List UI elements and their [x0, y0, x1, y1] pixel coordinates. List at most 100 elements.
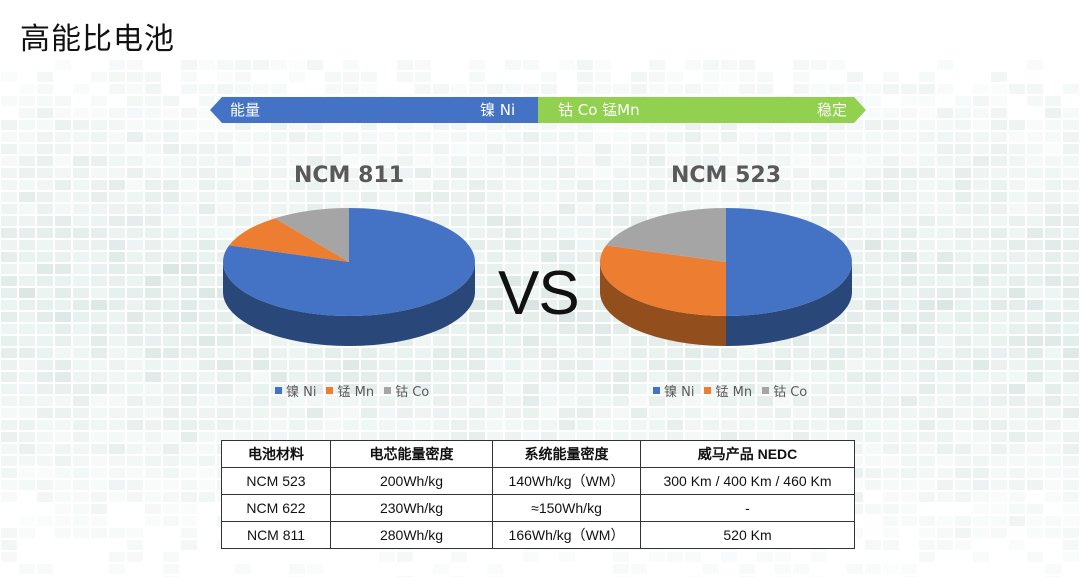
background-tile	[487, 372, 503, 382]
background-tile	[415, 132, 431, 142]
background-tile	[847, 564, 863, 574]
background-tile	[991, 192, 1007, 202]
background-tile	[379, 180, 395, 190]
background-tile	[91, 288, 107, 298]
background-tile	[595, 204, 611, 214]
background-tile	[595, 384, 611, 394]
background-tile	[523, 300, 539, 310]
background-tile	[1027, 396, 1043, 406]
background-tile	[145, 180, 161, 190]
background-tile	[1009, 180, 1025, 190]
background-tile	[595, 84, 611, 94]
background-tile	[145, 372, 161, 382]
background-tile	[1063, 456, 1079, 466]
background-tile	[397, 204, 413, 214]
background-tile	[1045, 276, 1061, 286]
background-tile	[37, 396, 53, 406]
background-tile	[73, 324, 89, 334]
background-tile	[1027, 84, 1043, 94]
background-tile	[163, 372, 179, 382]
background-tile	[775, 192, 791, 202]
background-tile	[343, 84, 359, 94]
background-tile	[721, 360, 737, 370]
background-tile	[1063, 168, 1079, 178]
background-tile	[73, 372, 89, 382]
background-tile	[955, 204, 971, 214]
background-tile	[505, 60, 521, 70]
background-tile	[1045, 360, 1061, 370]
background-tile	[379, 348, 395, 358]
background-tile	[307, 132, 323, 142]
background-tile	[667, 72, 683, 82]
background-tile	[127, 108, 143, 118]
background-tile	[955, 180, 971, 190]
background-tile	[649, 408, 665, 418]
background-tile	[19, 480, 35, 490]
background-tile	[397, 408, 413, 418]
background-tile	[1009, 228, 1025, 238]
background-tile	[811, 120, 827, 130]
background-tile	[1, 180, 17, 190]
background-tile	[343, 144, 359, 154]
background-tile	[487, 228, 503, 238]
background-tile	[595, 192, 611, 202]
background-tile	[991, 384, 1007, 394]
background-tile	[775, 132, 791, 142]
background-tile	[1045, 132, 1061, 142]
background-tile	[847, 312, 863, 322]
background-tile	[199, 264, 215, 274]
background-tile	[307, 360, 323, 370]
background-tile	[55, 96, 71, 106]
background-tile	[163, 96, 179, 106]
vs-text: VS	[498, 259, 580, 328]
background-tile	[307, 192, 323, 202]
background-tile	[703, 60, 719, 70]
background-tile	[73, 456, 89, 466]
background-tile	[955, 120, 971, 130]
background-tile	[307, 564, 323, 574]
background-tile	[523, 180, 539, 190]
background-tile	[181, 360, 197, 370]
background-tile	[883, 324, 899, 334]
background-tile	[883, 216, 899, 226]
background-tile	[685, 384, 701, 394]
background-tile	[955, 288, 971, 298]
background-tile	[163, 432, 179, 442]
background-tile	[901, 348, 917, 358]
background-tile	[397, 348, 413, 358]
background-tile	[1, 492, 17, 502]
background-tile	[1027, 168, 1043, 178]
background-tile	[523, 192, 539, 202]
background-tile	[235, 72, 251, 82]
background-tile	[1063, 300, 1079, 310]
background-tile	[991, 468, 1007, 478]
background-tile	[1009, 444, 1025, 454]
background-tile	[325, 408, 341, 418]
background-tile	[829, 324, 845, 334]
background-tile	[883, 120, 899, 130]
background-tile	[811, 336, 827, 346]
background-tile	[1045, 252, 1061, 262]
background-tile	[955, 312, 971, 322]
background-tile	[973, 396, 989, 406]
background-tile	[775, 420, 791, 430]
background-tile	[955, 324, 971, 334]
background-tile	[937, 276, 953, 286]
background-tile	[109, 228, 125, 238]
background-tile	[451, 120, 467, 130]
background-tile	[181, 456, 197, 466]
background-tile	[1063, 372, 1079, 382]
background-tile	[73, 156, 89, 166]
background-tile	[235, 156, 251, 166]
background-tile	[1009, 468, 1025, 478]
background-tile	[37, 492, 53, 502]
background-tile	[487, 360, 503, 370]
background-tile	[685, 168, 701, 178]
background-tile	[937, 528, 953, 538]
background-tile	[919, 456, 935, 466]
background-tile	[199, 168, 215, 178]
background-tile	[109, 396, 125, 406]
background-tile	[541, 276, 557, 286]
background-tile	[127, 264, 143, 274]
background-tile	[757, 84, 773, 94]
